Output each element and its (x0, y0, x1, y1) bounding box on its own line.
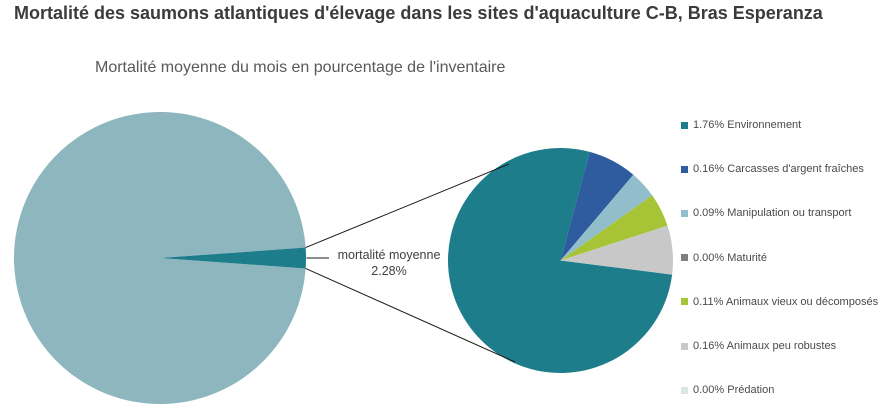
legend-label: 0.09% Manipulation ou transport (693, 207, 852, 220)
secondary-pie (448, 148, 673, 373)
pie-slice (560, 225, 673, 275)
pie-slice (560, 151, 634, 261)
pie-slice (560, 174, 653, 261)
chart-title: Mortalité des saumons atlantiques d'élev… (14, 3, 823, 23)
legend-item: 0.16% Animaux peu robustes (681, 324, 878, 368)
connector-line (305, 267, 516, 363)
main-pie (13, 112, 306, 405)
legend-swatch (681, 121, 688, 129)
pie-slice (13, 112, 306, 405)
chart-subtitle: Mortalité moyenne du mois en pourcentage… (95, 59, 506, 76)
legend-item: 0.16% Carcasses d'argent fraîches (681, 147, 878, 191)
legend-swatch (681, 342, 688, 350)
legend-item: 1.76% Environnement (681, 103, 878, 147)
callout-line2: 2.28% (371, 263, 407, 278)
legend-item: 0.00% Maturité (681, 236, 878, 280)
connector-line (305, 163, 510, 249)
legend-label: 0.00% Prédation (693, 384, 775, 397)
pie-slice (160, 247, 306, 269)
legend-swatch (681, 209, 688, 217)
legend-label: 1.76% Environnement (693, 119, 802, 132)
legend-label: 0.16% Animaux peu robustes (693, 340, 837, 353)
legend-swatch (681, 165, 688, 173)
pie-slice (560, 195, 668, 261)
legend-item: 0.09% Manipulation ou transport (681, 191, 878, 235)
legend-label: 0.16% Carcasses d'argent fraîches (693, 163, 864, 176)
callout-label: mortalité moyenne 2.28% (314, 248, 464, 279)
legend-swatch (681, 254, 688, 262)
legend-item: 0.00% Prédation (681, 368, 878, 412)
callout-line1: mortalité moyenne (337, 248, 441, 262)
legend-swatch (681, 386, 688, 394)
legend-item: 0.11% Animaux vieux ou décomposés (681, 280, 878, 324)
series-connector-lines (305, 163, 516, 363)
pie-slice (448, 148, 673, 373)
legend: 1.76% Environnement 0.16% Carcasses d'arg… (681, 103, 878, 412)
legend-swatch (681, 298, 688, 306)
legend-label: 0.11% Animaux vieux ou décomposés (693, 295, 879, 308)
legend-label: 0.00% Maturité (693, 251, 767, 264)
